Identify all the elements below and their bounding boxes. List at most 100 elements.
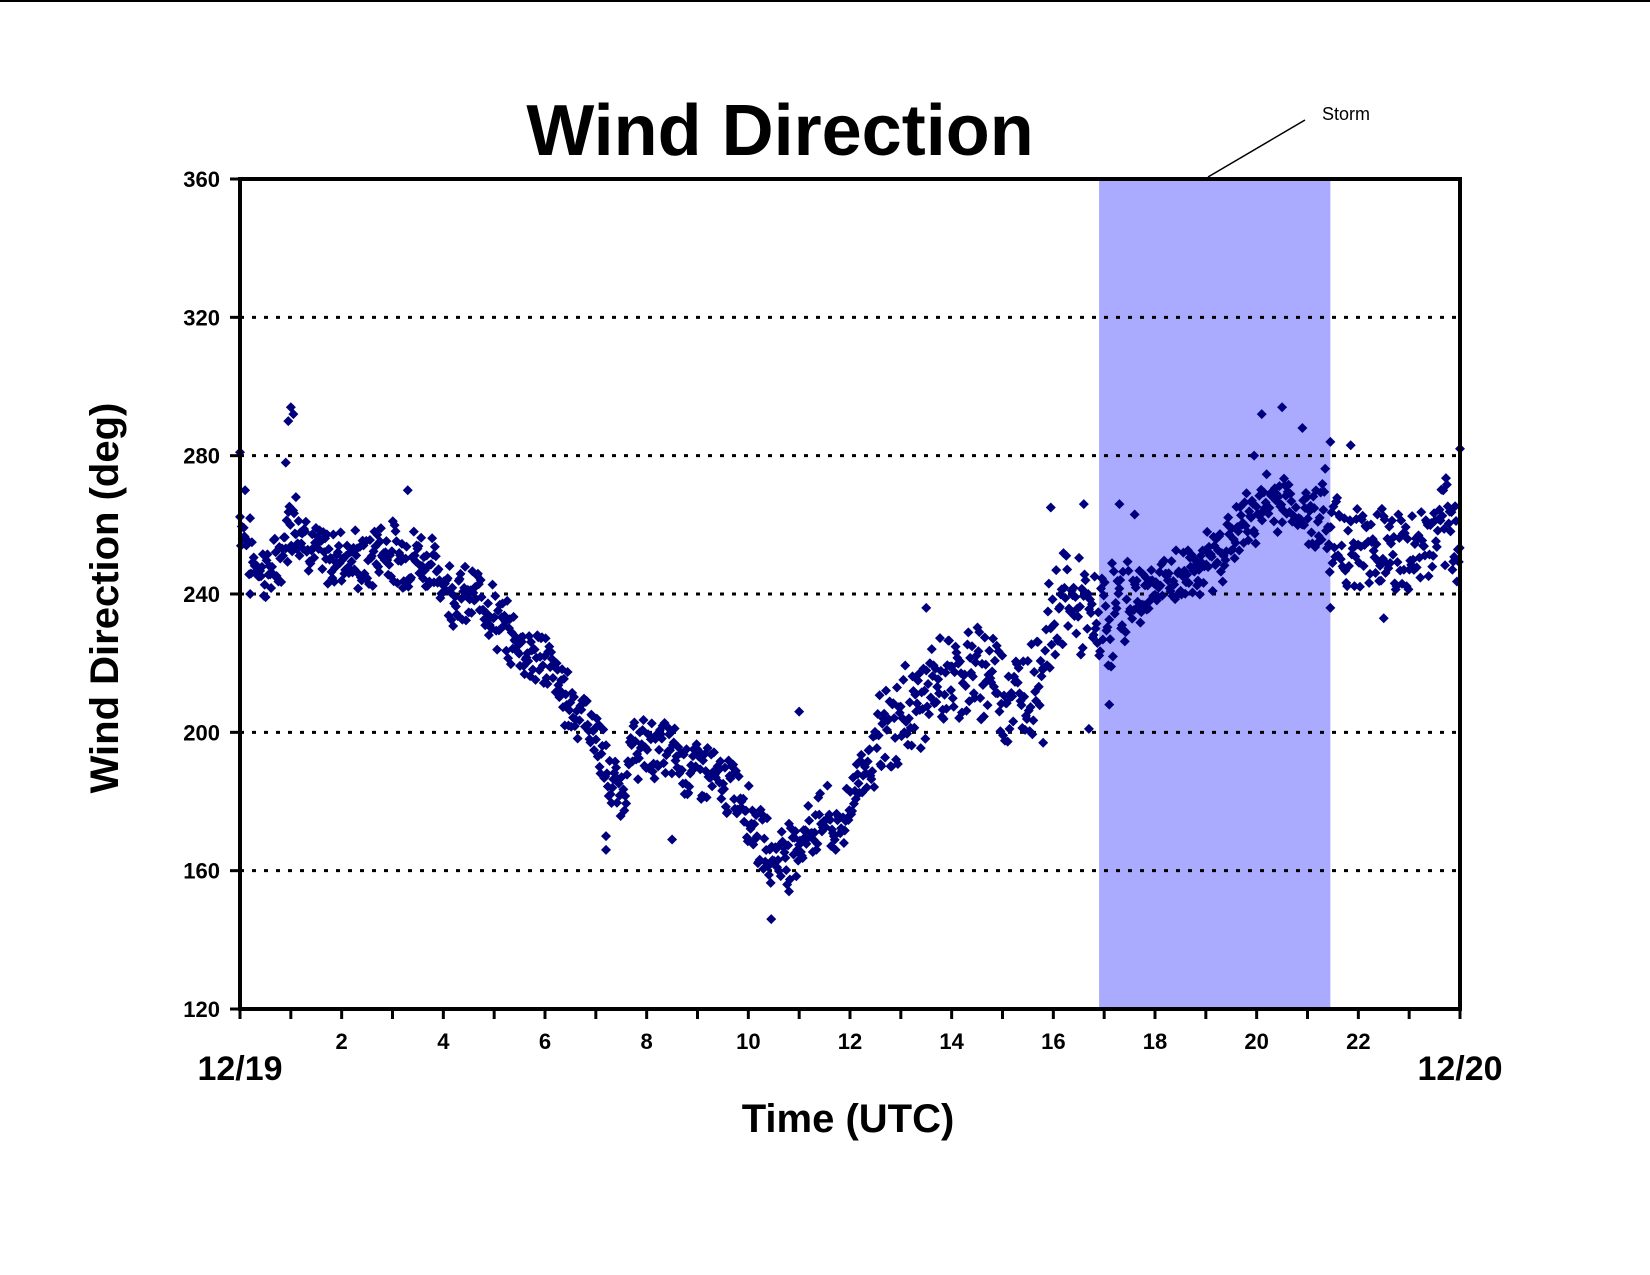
data-point-1057 — [1202, 526, 1213, 537]
data-point-389 — [590, 734, 601, 745]
y-tick-label-280: 280 — [183, 444, 220, 469]
data-point-1092 — [1234, 545, 1245, 556]
data-point-366 — [569, 721, 580, 732]
data-point-465 — [660, 767, 671, 778]
data-point-122 — [346, 556, 357, 567]
data-point-1323 — [1445, 526, 1456, 537]
data-point-407 — [607, 782, 618, 793]
data-point-950 — [1104, 614, 1115, 625]
data-point-690 — [866, 774, 877, 785]
data-point-608 — [791, 871, 802, 882]
data-point-890 — [1049, 619, 1060, 630]
data-point-510 — [701, 792, 712, 803]
data-point-11 — [245, 513, 256, 524]
data-point-450 — [646, 718, 657, 729]
data-point-322 — [529, 644, 540, 655]
data-point-1021 — [1169, 579, 1180, 590]
data-point-905 — [1063, 621, 1074, 632]
data-point-970 — [1122, 556, 1133, 567]
data-point-550 — [738, 793, 749, 804]
data-point-718 — [891, 682, 902, 693]
data-point-296 — [505, 659, 516, 670]
data-point-979 — [1130, 582, 1141, 593]
data-point-461 — [656, 733, 667, 744]
data-point-984 — [1135, 617, 1146, 628]
data-point-1269 — [1396, 515, 1407, 526]
data-point-1274 — [1400, 522, 1411, 533]
data-point-outlier-22 — [1129, 509, 1140, 520]
data-point-741 — [913, 675, 924, 686]
data-point-13 — [246, 537, 257, 548]
data-point-1035 — [1182, 569, 1193, 580]
data-point-422 — [621, 798, 632, 809]
data-point-901 — [1059, 582, 1070, 593]
data-point-952 — [1106, 661, 1117, 672]
data-point-190 — [408, 526, 419, 537]
data-point-731 — [903, 713, 914, 724]
data-point-945 — [1099, 577, 1110, 588]
data-point-819 — [984, 645, 995, 656]
data-point-954 — [1107, 651, 1118, 662]
data-point-926 — [1082, 623, 1093, 634]
data-point-281 — [492, 644, 503, 655]
data-point-573 — [759, 833, 770, 844]
data-point-1117 — [1257, 515, 1268, 526]
data-point-163 — [384, 559, 395, 570]
data-point-753 — [923, 709, 934, 720]
data-point-315 — [523, 656, 534, 667]
data-point-393 — [594, 761, 605, 772]
storm-annotation-line — [1207, 119, 1306, 178]
data-point-1174 — [1309, 503, 1320, 514]
data-point-241 — [455, 568, 466, 579]
data-point-1008 — [1157, 590, 1168, 601]
data-point-715 — [889, 713, 900, 724]
data-point-873 — [1033, 681, 1044, 692]
data-point-166 — [386, 546, 397, 557]
data-point-545 — [733, 771, 744, 782]
data-point-outlier-25 — [1277, 402, 1288, 413]
data-point-182 — [401, 541, 412, 552]
data-point-395 — [596, 748, 607, 759]
data-point-1277 — [1403, 584, 1414, 595]
data-point-876 — [1036, 671, 1047, 682]
data-point-917 — [1074, 552, 1085, 563]
data-point-930 — [1085, 608, 1096, 619]
data-point-813 — [978, 711, 989, 722]
data-point-592 — [776, 826, 787, 837]
data-point-1103 — [1244, 506, 1255, 517]
data-point-198 — [416, 532, 427, 543]
data-point-279 — [490, 590, 501, 601]
data-point-902 — [1060, 593, 1071, 604]
data-point-47 — [278, 550, 289, 561]
data-point-491 — [684, 781, 695, 792]
x-tick-label-18: 18 — [1143, 1029, 1167, 1054]
data-point-1105 — [1246, 512, 1257, 523]
data-point-1094 — [1236, 510, 1247, 521]
data-point-outlier-1 — [240, 485, 251, 496]
data-point-1100 — [1241, 488, 1252, 499]
data-point-1259 — [1386, 515, 1397, 526]
data-point-525 — [715, 756, 726, 767]
data-point-948 — [1102, 622, 1113, 633]
data-point-688 — [864, 744, 875, 755]
data-point-28 — [260, 592, 271, 603]
data-point-578 — [763, 869, 774, 880]
data-point-1260 — [1387, 549, 1398, 560]
data-point-488 — [681, 744, 692, 755]
data-point-1199 — [1332, 492, 1343, 503]
data-point-1148 — [1285, 488, 1296, 499]
data-point-1308 — [1431, 541, 1442, 552]
data-point-679 — [856, 749, 867, 760]
data-point-914 — [1071, 628, 1082, 639]
data-point-936 — [1091, 618, 1102, 629]
data-point-1211 — [1343, 525, 1354, 536]
data-point-420 — [619, 805, 630, 816]
data-point-421 — [620, 791, 631, 802]
data-point-373 — [576, 704, 587, 715]
end-date-label: 12/20 — [1417, 1050, 1502, 1088]
data-point-335 — [541, 672, 552, 683]
data-point-841 — [1004, 723, 1015, 734]
data-point-outlier-18 — [1078, 499, 1089, 510]
x-tick-label-22: 22 — [1346, 1029, 1370, 1054]
